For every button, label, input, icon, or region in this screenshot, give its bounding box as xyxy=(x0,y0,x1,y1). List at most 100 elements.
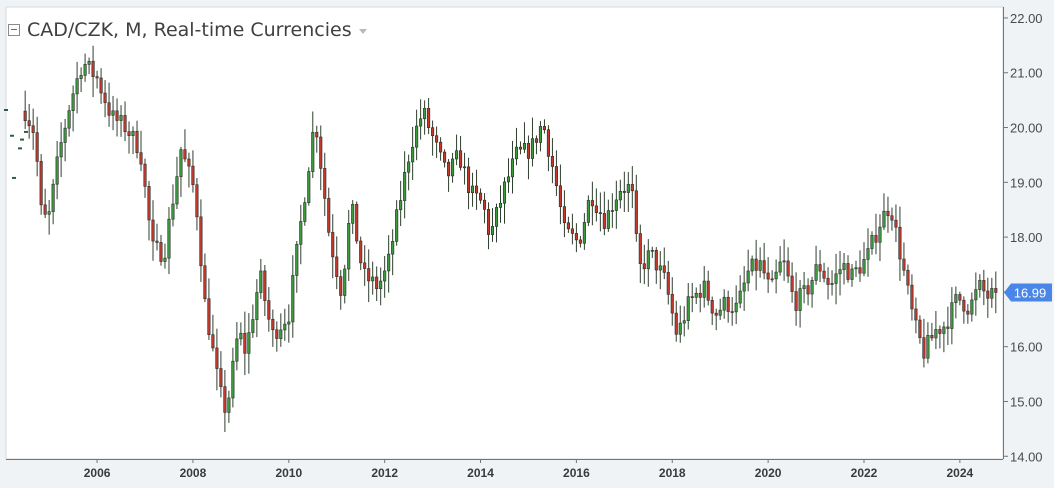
chart-title: CAD/CZK, M, Real-time Currencies xyxy=(27,19,352,41)
candle-down xyxy=(542,126,546,131)
candle-up xyxy=(506,176,511,183)
candle-down xyxy=(135,130,139,153)
candle-down xyxy=(191,165,195,186)
candle-up xyxy=(75,78,79,95)
x-tick-label: 2010 xyxy=(275,466,302,480)
candle-down xyxy=(706,280,710,301)
candle-down xyxy=(478,192,483,201)
candle-down xyxy=(127,131,131,136)
candle-down xyxy=(243,332,247,354)
candle-down xyxy=(327,198,331,233)
candle-down xyxy=(475,185,479,194)
chevron-down-icon[interactable] xyxy=(358,28,367,34)
candle-up xyxy=(838,269,842,275)
candle-up xyxy=(419,118,423,127)
candle-up xyxy=(283,323,287,331)
candle-down xyxy=(546,129,550,157)
candle-up xyxy=(399,200,403,211)
candle-up xyxy=(586,200,590,223)
candle-down xyxy=(319,136,323,169)
chart-header[interactable]: CAD/CZK, M, Real-time Currencies xyxy=(8,18,367,42)
marker-dash xyxy=(12,176,16,179)
candle-up xyxy=(810,280,814,295)
candle-down xyxy=(566,222,570,230)
candle-down xyxy=(123,115,127,132)
candle-down xyxy=(894,219,898,228)
candle-down xyxy=(271,318,275,331)
candle-up xyxy=(131,130,135,136)
candle-up xyxy=(47,211,51,215)
candle-down xyxy=(335,256,339,277)
candle-up xyxy=(538,126,542,143)
candle-up xyxy=(738,290,742,304)
candle-down xyxy=(31,125,35,133)
candle-up xyxy=(686,296,690,322)
candle-up xyxy=(722,296,726,311)
x-tick-label: 2024 xyxy=(947,466,974,480)
candle-down xyxy=(962,299,966,312)
candle-up xyxy=(311,132,315,172)
candle-down xyxy=(43,204,47,215)
candle-up xyxy=(678,322,682,335)
candle-down xyxy=(443,151,447,163)
candle-down xyxy=(874,235,878,243)
candle-up xyxy=(403,171,407,201)
candle-up xyxy=(395,209,399,242)
candle-up xyxy=(850,268,854,280)
x-tick-label: 2012 xyxy=(371,466,398,480)
candle-down xyxy=(518,146,523,150)
candle-up xyxy=(750,258,754,272)
candle-up xyxy=(978,280,982,290)
candle-down xyxy=(714,312,718,316)
candle-down xyxy=(594,205,598,213)
candle-down xyxy=(375,276,379,290)
candle-down xyxy=(730,311,734,313)
candle-down xyxy=(215,347,219,369)
candle-up xyxy=(582,222,586,244)
candle-up xyxy=(411,146,415,163)
candle-down xyxy=(922,337,926,359)
candle-down xyxy=(223,386,227,413)
y-tick-label: 16.00 xyxy=(1010,340,1043,355)
candle-up xyxy=(303,202,307,222)
candle-down xyxy=(359,240,363,264)
candle-down xyxy=(710,300,714,314)
candle-up xyxy=(878,226,882,243)
candle-down xyxy=(447,161,451,177)
candle-down xyxy=(482,199,487,210)
candle-up xyxy=(231,360,235,399)
plot-area xyxy=(5,6,1004,460)
candle-up xyxy=(119,115,123,121)
candle-down xyxy=(331,232,335,258)
candle-down xyxy=(431,127,435,136)
candle-down xyxy=(339,276,343,296)
last-price-tag xyxy=(1004,283,1052,302)
candle-up xyxy=(391,241,395,255)
y-tick-label: 18.00 xyxy=(1010,230,1043,245)
candle-down xyxy=(363,262,367,269)
candle-down xyxy=(439,141,443,153)
candle-down xyxy=(91,60,95,77)
candle-up xyxy=(954,294,958,303)
candle-down xyxy=(187,158,191,167)
candle-up xyxy=(514,146,519,160)
candle-up xyxy=(498,202,503,208)
candle-down xyxy=(550,156,554,167)
candle-down xyxy=(534,138,538,143)
candle-up xyxy=(299,221,303,245)
candle-up xyxy=(383,270,387,282)
candle-down xyxy=(662,265,666,273)
collapse-icon[interactable] xyxy=(8,24,20,36)
candle-down xyxy=(211,334,215,349)
candle-down xyxy=(355,203,359,242)
candle-up xyxy=(746,270,750,284)
candle-down xyxy=(367,268,371,282)
candle-down xyxy=(115,110,119,121)
candle-up xyxy=(347,223,351,270)
candle-down xyxy=(826,277,830,285)
candle-down xyxy=(526,142,531,159)
candle-down xyxy=(754,258,758,271)
candle-up xyxy=(870,235,874,249)
